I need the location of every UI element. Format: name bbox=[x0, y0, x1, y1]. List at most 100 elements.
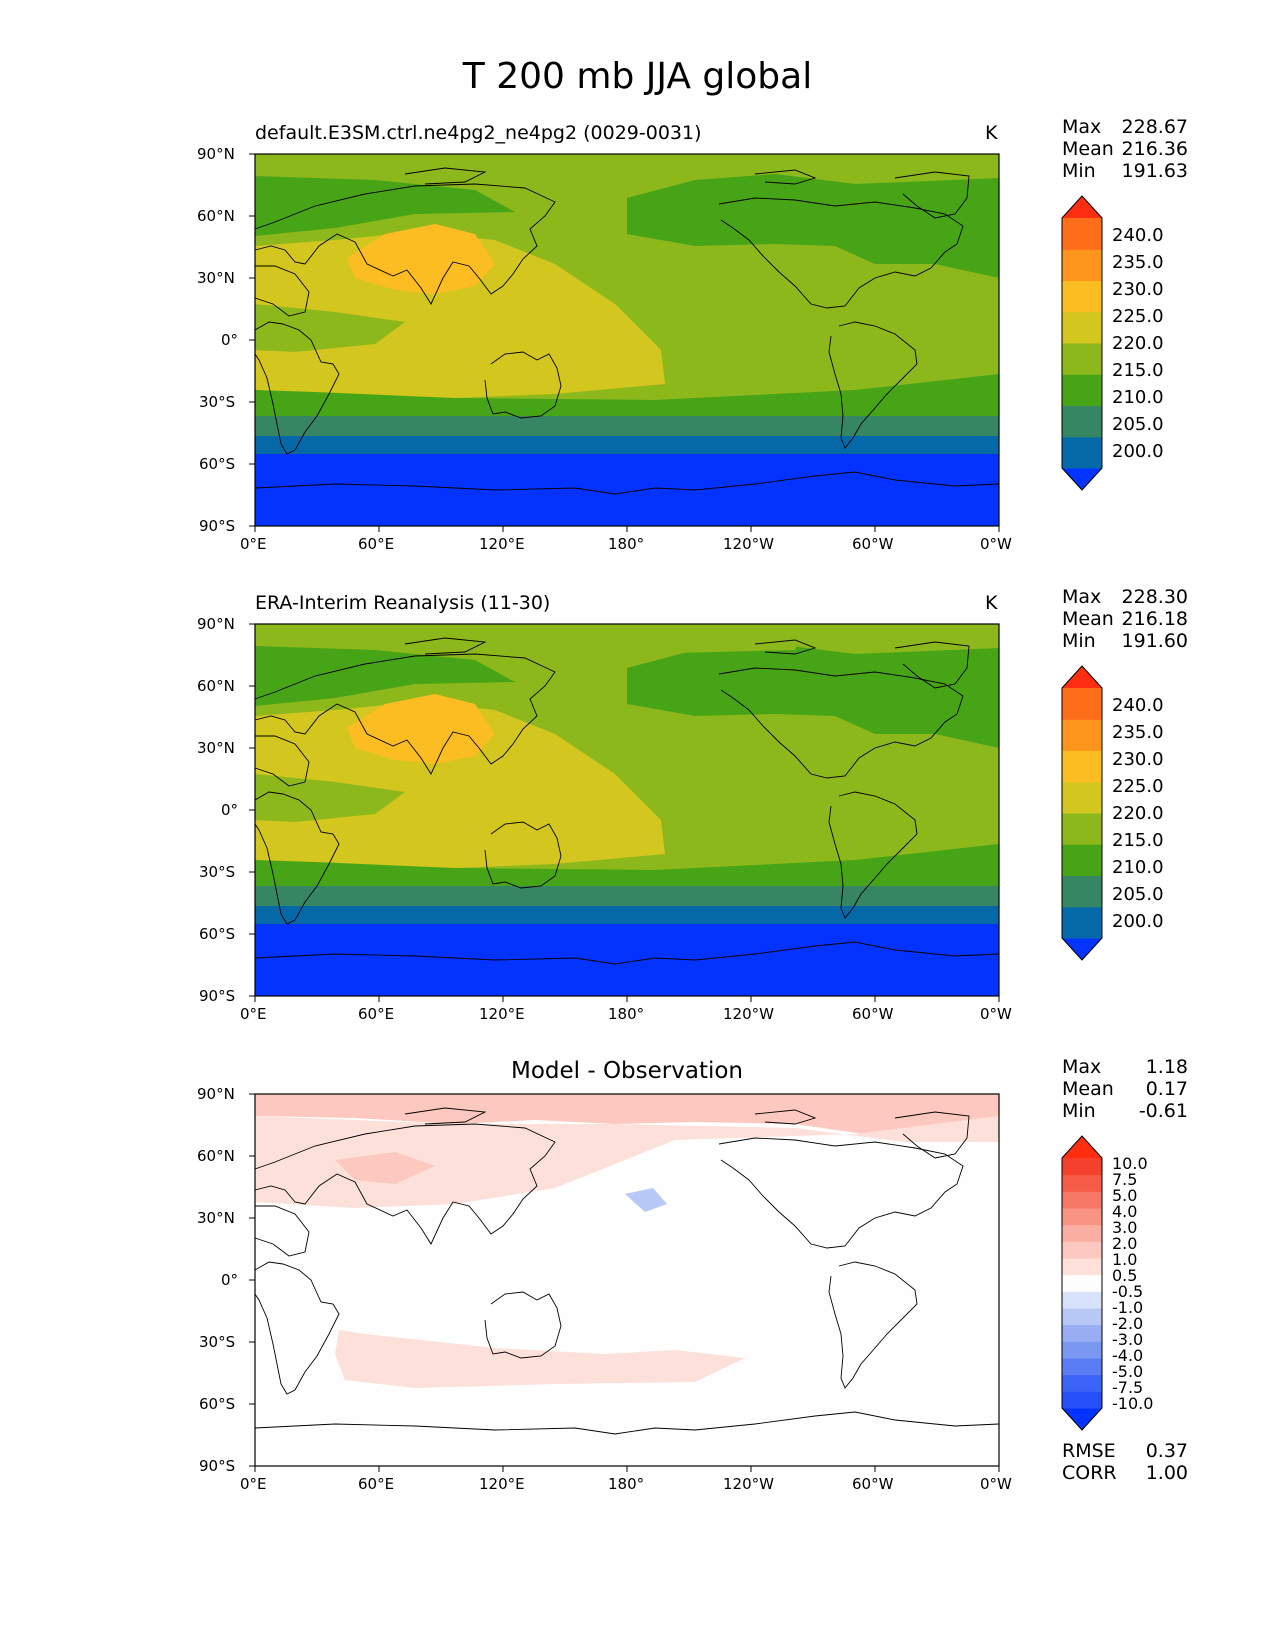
test-band-200 bbox=[255, 454, 999, 526]
reference-mean-value: 216.18 bbox=[1121, 608, 1188, 630]
p2-lon-tick-0e: 0°E bbox=[240, 1005, 267, 1023]
diff-coastline-3 bbox=[484, 1291, 562, 1359]
cb3-label-10: 10.0 bbox=[1112, 1154, 1148, 1173]
p3-lon-tick-60e: 60°E bbox=[358, 1475, 395, 1493]
colorbar-diff-segment bbox=[1062, 1174, 1102, 1192]
diff-coastline-7 bbox=[254, 1411, 1000, 1435]
cb3-label-0-5: 0.5 bbox=[1112, 1266, 1138, 1285]
diff-band-north-2 bbox=[255, 1094, 999, 1142]
p2-lon-tick-120w: 120°W bbox=[723, 1005, 774, 1023]
colorbar-diff-segment bbox=[1062, 1241, 1102, 1259]
p3-lon-tick-120e: 120°E bbox=[479, 1475, 525, 1493]
cb2-label-225: 225.0 bbox=[1112, 776, 1164, 797]
colorbar-diff bbox=[1061, 1135, 1103, 1431]
cb1-label-200: 200.0 bbox=[1112, 441, 1164, 462]
colorbar-diff-segment bbox=[1062, 1358, 1102, 1376]
colorbar-test bbox=[1061, 195, 1103, 491]
panel-test-units: K bbox=[985, 122, 998, 144]
p2-lat-tick-30n: 30°N bbox=[197, 739, 235, 757]
reference-band-210 bbox=[255, 886, 999, 906]
diff-coastline-0 bbox=[254, 1123, 556, 1245]
colorbar-diff-segment bbox=[1062, 1341, 1102, 1359]
p3-lat-tick-60s: 60°S bbox=[199, 1395, 236, 1413]
reference-min-value: 191.60 bbox=[1121, 630, 1188, 652]
reference-band-205 bbox=[255, 906, 999, 924]
cb3-label-3: 3.0 bbox=[1112, 1218, 1138, 1237]
diff-min-label: Min bbox=[1062, 1100, 1096, 1122]
cb3-label-n0-5: -0.5 bbox=[1112, 1282, 1144, 1301]
test-band-205 bbox=[255, 436, 999, 454]
axis-ticks-1 bbox=[249, 153, 1000, 532]
reference-coastline-7 bbox=[254, 941, 1000, 965]
colorbar-reference-segment bbox=[1062, 688, 1102, 720]
p1-lat-tick-0: 0° bbox=[221, 331, 239, 349]
cb1-label-205: 205.0 bbox=[1112, 414, 1164, 435]
colorbar-reference-outline bbox=[1061, 665, 1103, 961]
reference-coastline-5 bbox=[828, 791, 918, 919]
reference-tongue-215 bbox=[255, 774, 405, 822]
p1-lon-tick-60w: 60°W bbox=[852, 535, 894, 553]
cb3-label-4: 4.0 bbox=[1112, 1202, 1138, 1221]
p1-lat-tick-90s: 90°S bbox=[199, 517, 236, 535]
colorbar-diff-segment bbox=[1062, 1291, 1102, 1309]
colorbar-reference-arrow-bottom bbox=[1062, 938, 1102, 960]
diff-patch-pacific-neg bbox=[625, 1188, 667, 1212]
cb3-label-1: 1.0 bbox=[1112, 1250, 1138, 1269]
cb3-label-7-5: 7.5 bbox=[1112, 1170, 1138, 1189]
test-mean-value: 216.36 bbox=[1121, 138, 1188, 160]
cb2-label-220: 220.0 bbox=[1112, 803, 1164, 824]
diff-coastline-9 bbox=[754, 1109, 817, 1125]
test-coastline-9 bbox=[754, 169, 817, 185]
p1-lat-tick-90n: 90°N bbox=[197, 145, 235, 163]
test-coastline-7 bbox=[254, 471, 1000, 495]
cb3-label-n1: -1.0 bbox=[1112, 1298, 1144, 1317]
colorbar-test-segment bbox=[1062, 311, 1102, 344]
test-min-value: 191.63 bbox=[1121, 160, 1188, 182]
cb2-label-215: 215.0 bbox=[1112, 830, 1164, 851]
colorbar-diff-segment bbox=[1062, 1324, 1102, 1342]
reference-band-215-south bbox=[255, 844, 999, 886]
diff-coastline-6 bbox=[894, 1111, 970, 1159]
test-field bbox=[255, 154, 999, 526]
p3-lat-tick-30n: 30°N bbox=[197, 1209, 235, 1227]
colorbar-reference-segment bbox=[1062, 781, 1102, 814]
cb1-label-210: 210.0 bbox=[1112, 387, 1164, 408]
colorbar-reference-segment bbox=[1062, 844, 1102, 876]
test-map bbox=[254, 153, 1000, 527]
colorbar-test-segment bbox=[1062, 374, 1102, 406]
reference-coastline-0 bbox=[254, 653, 556, 775]
colorbar-test-segment bbox=[1062, 218, 1102, 250]
colorbar-diff-segment bbox=[1062, 1391, 1102, 1409]
p2-lon-tick-0w: 0°W bbox=[980, 1005, 1012, 1023]
p2-lon-tick-60w: 60°W bbox=[852, 1005, 894, 1023]
reference-coastline-4 bbox=[718, 667, 964, 779]
reference-max-value: 228.30 bbox=[1121, 586, 1188, 608]
cb1-label-230: 230.0 bbox=[1112, 279, 1164, 300]
colorbar-diff-segment bbox=[1062, 1274, 1102, 1292]
test-band-215-north-america bbox=[627, 174, 999, 278]
colorbar-reference-segment bbox=[1062, 813, 1102, 845]
reference-ref-patch bbox=[627, 624, 805, 654]
colorbar-test-outline bbox=[1061, 195, 1103, 491]
reference-min-label: Min bbox=[1062, 630, 1096, 652]
diff-coastline-8 bbox=[404, 1107, 487, 1125]
reference-field bbox=[255, 624, 999, 996]
colorbar-diff-segment bbox=[1062, 1374, 1102, 1392]
colorbar-reference-segment bbox=[1062, 719, 1102, 751]
cb2-label-205: 205.0 bbox=[1112, 884, 1164, 905]
colorbar-diff-segment bbox=[1062, 1258, 1102, 1276]
p2-lat-tick-30s: 30°S bbox=[199, 863, 236, 881]
colorbar-diff-segment bbox=[1062, 1191, 1102, 1209]
p3-lat-tick-90n: 90°N bbox=[197, 1085, 235, 1103]
test-mean-label: Mean bbox=[1062, 138, 1114, 160]
colorbar-test-segment bbox=[1062, 436, 1102, 469]
diff-mean-label: Mean bbox=[1062, 1078, 1114, 1100]
cb3-label-n2: -2.0 bbox=[1112, 1314, 1144, 1333]
p2-lat-tick-90n: 90°N bbox=[197, 615, 235, 633]
diff-patch-eurasia-2 bbox=[335, 1152, 435, 1184]
test-band-215-south bbox=[255, 374, 999, 416]
cb2-label-200: 200.0 bbox=[1112, 911, 1164, 932]
colorbar-reference-arrow-top bbox=[1062, 666, 1102, 688]
cb1-label-235: 235.0 bbox=[1112, 252, 1164, 273]
colorbar-reference-segment bbox=[1062, 875, 1102, 908]
